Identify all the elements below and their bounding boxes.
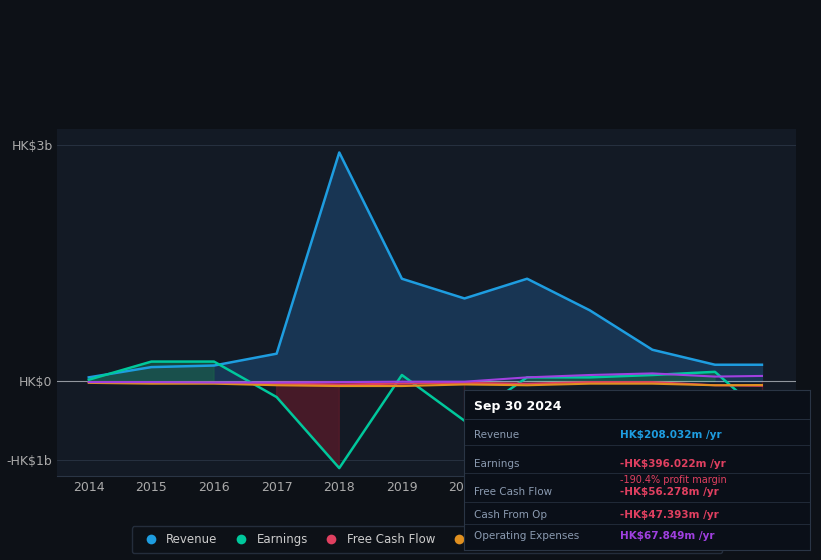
Text: -HK$47.393m /yr: -HK$47.393m /yr xyxy=(620,510,718,520)
Legend: Revenue, Earnings, Free Cash Flow, Cash From Op, Operating Expenses: Revenue, Earnings, Free Cash Flow, Cash … xyxy=(132,526,722,553)
Text: -190.4% profit margin: -190.4% profit margin xyxy=(620,475,727,485)
Text: Revenue: Revenue xyxy=(475,430,520,440)
Text: Cash From Op: Cash From Op xyxy=(475,510,548,520)
Text: Operating Expenses: Operating Expenses xyxy=(475,530,580,540)
Text: HK$208.032m /yr: HK$208.032m /yr xyxy=(620,430,722,440)
Text: Sep 30 2024: Sep 30 2024 xyxy=(475,400,562,413)
Text: Earnings: Earnings xyxy=(475,459,520,469)
Text: Free Cash Flow: Free Cash Flow xyxy=(475,487,553,497)
Text: -HK$396.022m /yr: -HK$396.022m /yr xyxy=(620,459,726,469)
Text: HK$67.849m /yr: HK$67.849m /yr xyxy=(620,530,714,540)
Text: -HK$56.278m /yr: -HK$56.278m /yr xyxy=(620,487,718,497)
